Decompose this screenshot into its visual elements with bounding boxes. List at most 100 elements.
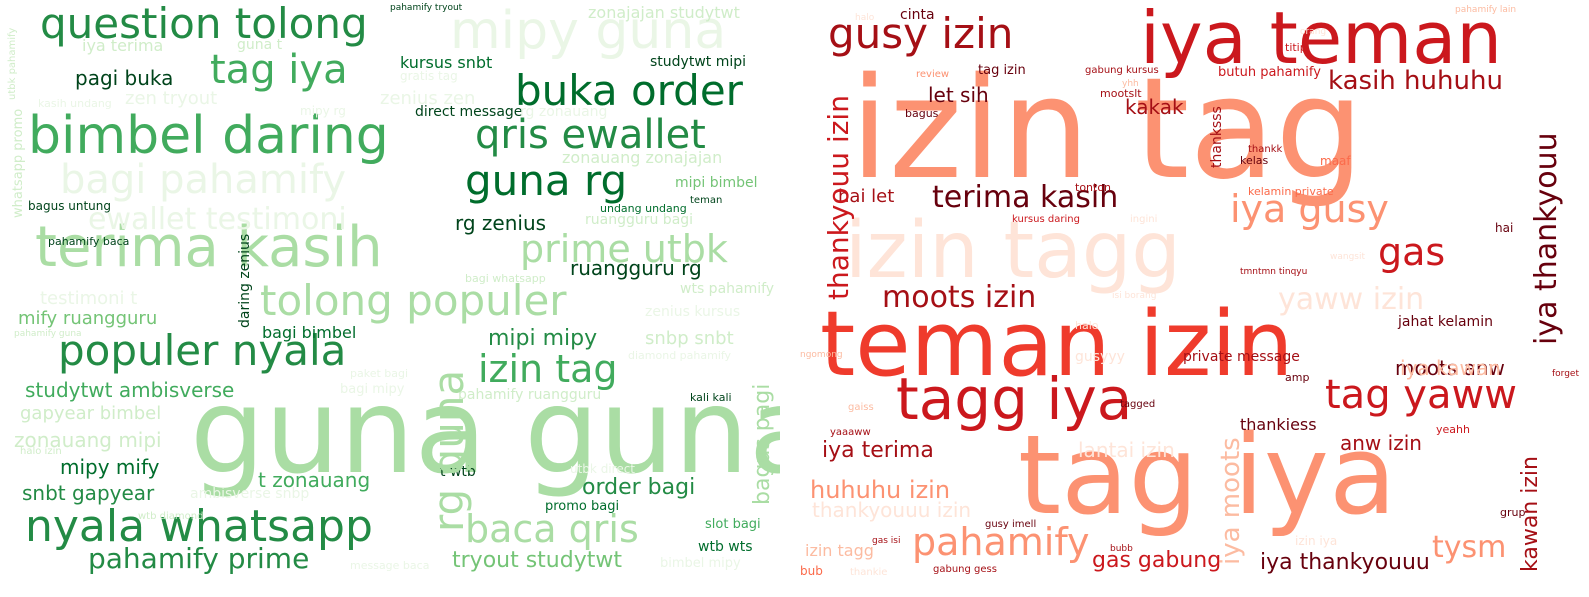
cloud-word: tryout studytwt [452,548,622,573]
cloud-word: halo [1075,319,1099,332]
cloud-word: kasih undang [38,97,112,110]
cloud-word: mipy mify [60,455,160,479]
cloud-word: hai [1495,221,1514,235]
cloud-word: huhuhu izin [810,476,951,504]
cloud-word: question tolong [40,0,368,48]
cloud-word: gas isi [872,536,901,546]
red-word-cloud: izin tag tag iya teman izin izin tagg iya te… [800,0,1589,597]
cloud-word: zonauang zonajajan [562,148,723,167]
cloud-word: undang undang [600,202,687,215]
cloud-word: gas gabung [1092,548,1222,573]
cloud-word: bagi whatsapp [465,272,546,285]
cloud-word: wts pahamify [680,281,775,297]
cloud-word: mipi bimbel [675,175,758,191]
cloud-word: terima kasih [35,215,383,280]
cloud-word: kasih huhuhu [1328,66,1503,96]
cloud-word: nyala whatsapp [25,501,373,552]
cloud-word: hai let [838,186,895,207]
cloud-word: tmntmn tinqyu [1240,267,1308,277]
cloud-word: moots izin [882,280,1037,315]
cloud-word: zenius zen [380,88,476,109]
cloud-word: pahamify [912,520,1090,564]
cloud-word: maaf [1320,154,1351,168]
cloud-word: halo [855,13,875,23]
cloud-word: thankk [1248,144,1283,155]
cloud-word: teman [690,195,723,206]
cloud-word: utbk pahamify [7,27,18,100]
cloud-word: bagi mipy [340,382,405,397]
cloud-word: kakak [1125,95,1184,119]
cloud-word: ruangguru bagi [585,212,694,228]
cloud-word: mipy guna [450,1,727,61]
cloud-word: buka order [515,66,743,115]
cloud-word: iya teman [1140,0,1503,80]
cloud-word: iya thankyouuu [1260,550,1430,575]
cloud-word: bagus [905,107,939,120]
cloud-word: studytwt ambisverse [25,378,235,402]
cloud-word: izin tag [850,48,1365,211]
cloud-word: tagg iya [896,365,1133,433]
cloud-word: izin tagg [845,206,1181,296]
cloud-word: izin tagg [805,541,874,560]
cloud-word: mipy rg [300,104,346,118]
cloud-word: rg zenius [455,211,547,235]
cloud-word: guna rg [465,156,628,205]
cloud-word: halo izin [20,446,62,457]
cloud-word: iya terima [82,36,164,55]
cloud-word: zonajajan studytwt [588,3,740,22]
cloud-word: zen tryout [125,88,218,109]
cloud-word: wtb wts [698,539,753,555]
cloud-word: whatsapp promo [11,108,26,218]
cloud-word: t zonauang [258,468,371,492]
cloud-word: mify ruangguru [18,308,158,329]
cloud-word: orang [1300,27,1327,37]
cloud-word: bagus pagi [750,383,775,505]
cloud-word: iya gusy [1230,187,1389,231]
cloud-word: rg zonauang [520,104,608,120]
cloud-word: qris ewallet [475,112,706,158]
cloud-word: tag iya [1018,411,1397,539]
cloud-word: baca qris [465,507,639,551]
cloud-word: let sih [928,83,989,107]
cloud-word: gabung kursus [1085,65,1159,76]
cloud-word: snbp snbt [645,328,734,349]
cloud-word: zenius kursus [645,304,741,320]
cloud-word: iya thankyouu [1529,132,1564,345]
cloud-word: ingini [1130,214,1158,225]
cloud-word: terima kasih [932,180,1119,215]
cloud-word: titip [1285,41,1307,54]
cloud-word: gusy izin [828,9,1014,58]
cloud-word: anw izin [1340,431,1422,455]
cloud-word: mootslt [1100,87,1142,100]
cloud-word: thankie [850,567,888,578]
cloud-word: wtb diamond [138,511,204,522]
cloud-word: thankyouu izin [822,95,855,300]
cloud-word: tag iya [210,47,348,93]
cloud-word: gapyear bimbel [20,403,162,424]
cloud-word: bimbel mipy [660,556,741,571]
cloud-word: kelas [1240,154,1269,167]
cloud-word: iya moots [1216,437,1246,565]
cloud-word: thankyouuu izin [812,498,972,522]
cloud-word: gusyyy [1075,349,1125,365]
cloud-word: review [916,69,950,80]
cloud-word: ambisverse snbp [190,486,310,502]
cloud-word: yaww izin [1278,282,1425,317]
cloud-word: gaiss [848,402,874,413]
cloud-word: kali kali [690,391,732,404]
cloud-word: izin iya [1295,534,1338,548]
cloud-word: t wtb [440,464,476,480]
cloud-word: bagi bimbel [262,323,357,342]
cloud-word: amp [1285,371,1310,384]
cloud-word: populer nyala [58,326,347,375]
cloud-word: kelamin private [1248,185,1334,198]
cloud-word: tagged [1120,399,1156,410]
cloud-word: tonton [1075,181,1112,194]
cloud-word: pahamify lain [1455,5,1517,15]
cloud-word: pahamify baca [48,235,130,248]
cloud-word: gabung gess [933,564,997,575]
cloud-word: direct message [415,104,523,120]
cloud-word: diamond pahamify [628,349,732,362]
cloud-word: yeahh [1436,423,1470,436]
cloud-word: lantai izin [1078,438,1175,462]
